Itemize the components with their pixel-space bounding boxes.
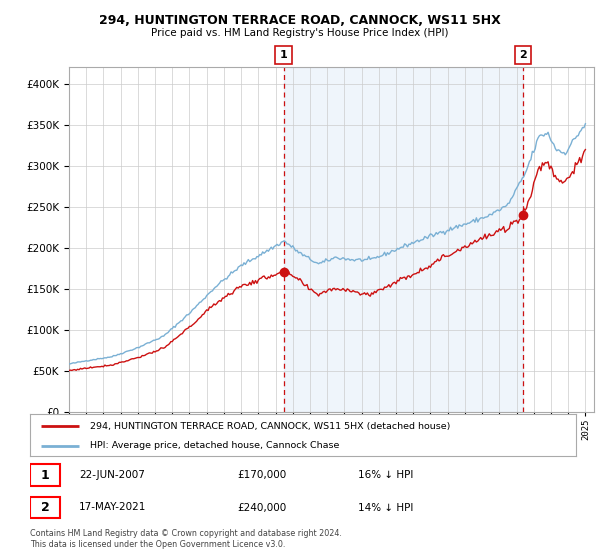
Text: 1: 1	[41, 469, 49, 482]
FancyBboxPatch shape	[30, 464, 60, 486]
Text: £170,000: £170,000	[238, 470, 287, 480]
Text: £240,000: £240,000	[238, 502, 287, 512]
Text: 14% ↓ HPI: 14% ↓ HPI	[358, 502, 413, 512]
Text: Contains HM Land Registry data © Crown copyright and database right 2024.
This d: Contains HM Land Registry data © Crown c…	[30, 529, 342, 549]
Text: Price paid vs. HM Land Registry's House Price Index (HPI): Price paid vs. HM Land Registry's House …	[151, 28, 449, 38]
Text: 2: 2	[519, 50, 527, 60]
Text: 294, HUNTINGTON TERRACE ROAD, CANNOCK, WS11 5HX: 294, HUNTINGTON TERRACE ROAD, CANNOCK, W…	[99, 14, 501, 27]
Text: 2: 2	[41, 501, 49, 514]
Text: 1: 1	[280, 50, 287, 60]
Text: 17-MAY-2021: 17-MAY-2021	[79, 502, 146, 512]
Bar	[284, 67, 523, 412]
Text: 16% ↓ HPI: 16% ↓ HPI	[358, 470, 413, 480]
Text: 22-JUN-2007: 22-JUN-2007	[79, 470, 145, 480]
FancyBboxPatch shape	[30, 497, 60, 519]
Text: HPI: Average price, detached house, Cannock Chase: HPI: Average price, detached house, Cann…	[90, 441, 340, 450]
Text: 294, HUNTINGTON TERRACE ROAD, CANNOCK, WS11 5HX (detached house): 294, HUNTINGTON TERRACE ROAD, CANNOCK, W…	[90, 422, 451, 431]
